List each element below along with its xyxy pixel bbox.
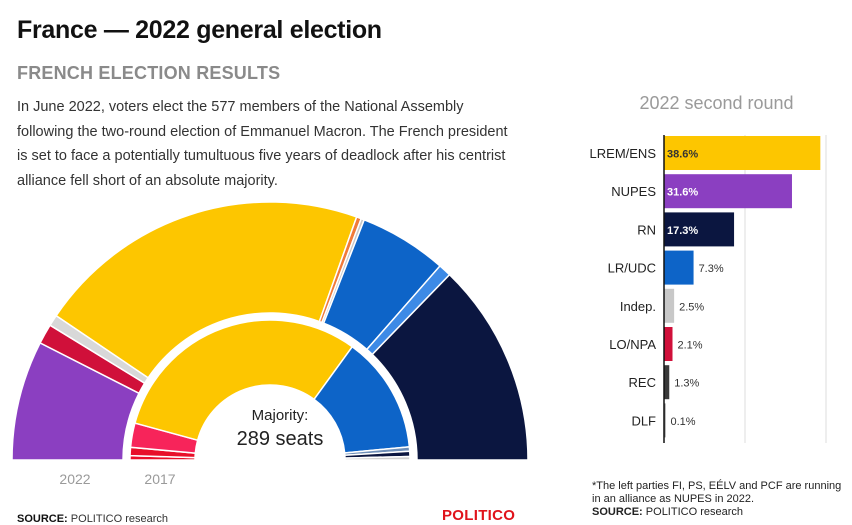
bar-value-label: 17.3% [667,225,698,237]
bar-value-label: 2.5% [679,301,704,313]
bar-chart-title: 2022 second round [639,93,794,113]
bar-lr-udc [664,250,694,285]
page-title: France — 2022 general election [17,16,382,44]
bar-category-label: LR/UDC [608,261,656,276]
seat-segment-other [344,455,411,461]
source-right: SOURCE: POLITICO research [592,506,842,519]
footnote: *The left parties FI, PS, EÉLV and PCF a… [592,480,842,519]
bar-lo-npa [664,327,673,361]
bar-category-label: LO/NPA [609,337,656,352]
bar-indep- [664,288,675,323]
bar-category-label: NUPES [611,184,656,199]
ring-label-2022: 2022 [59,471,90,487]
source-label: SOURCE: [592,506,643,518]
bar-value-label: 38.6% [667,149,698,161]
source-text: POLITICO research [70,513,168,525]
ring-label-2017: 2017 [144,471,175,487]
footnote-text: *The left parties FI, PS, EÉLV and PCF a… [592,480,842,505]
source-text: POLITICO research [645,506,743,518]
section-subtitle: FRENCH ELECTION RESULTS [17,63,281,83]
bar-value-label: 2.1% [678,340,703,352]
bar-category-label: LREM/ENS [590,146,657,161]
bar-category-label: DLF [631,413,656,428]
bar-value-label: 31.6% [667,187,698,199]
bar-category-label: Indep. [620,299,656,314]
bar-rec [664,365,670,400]
majority-value: 289 seats [237,428,324,450]
politico-logo: POLITICO [442,507,516,524]
majority-label: Majority: [252,407,309,424]
source-label: SOURCE: [17,513,68,525]
bar-value-label: 7.3% [699,263,724,275]
source-left: SOURCE: POLITICO research [17,513,168,525]
intro-paragraph: In June 2022, voters elect the 577 membe… [17,99,508,189]
bar-value-label: 0.1% [671,416,696,428]
seat-segment-lrem-ens [55,201,358,379]
bar-value-label: 1.3% [674,378,699,390]
seat-segment-lrem-ens [134,319,354,442]
bar-rn [664,212,735,247]
bar-category-label: REC [629,375,656,390]
bar-nupes [664,174,792,209]
bar-category-label: RN [637,222,656,237]
bar-lrem-ens [664,136,821,170]
seat-segment-rn [371,273,529,461]
